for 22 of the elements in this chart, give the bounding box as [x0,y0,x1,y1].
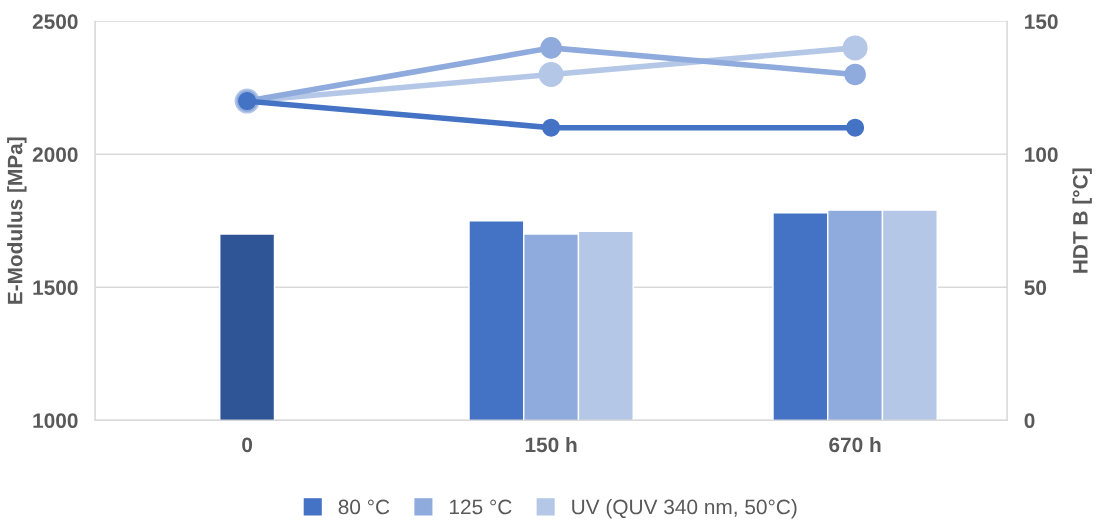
legend-label: UV (QUV 340 nm, 50°C) [572,498,797,519]
y2-tick-label: 100 [1025,147,1058,163]
y-tick-label: 1500 [33,280,78,296]
y-tick-label: 2500 [32,14,78,30]
y-tick-label: 2000 [32,147,78,163]
x-tick-label: 670 h [829,436,881,453]
legend-label: 125 °C [450,499,512,515]
y2-tick-label: 150 [1025,14,1058,30]
point [846,118,865,137]
y2-tick-label: 0 [1024,413,1035,429]
y2-tick-label: 50 [1024,280,1047,296]
x-tick-label: 150 h [525,436,577,453]
y-tick-label: 1000 [33,413,78,429]
y-axis-title: E-Modulus [MPa] [7,137,27,304]
x-tick-label: 0 [242,437,253,453]
point [844,63,866,86]
point [542,118,561,137]
legend-label: 80 °C [338,499,390,515]
point [540,37,562,59]
point [842,35,868,61]
point [538,61,564,87]
y2-axis-title: HDT B [°C] [1072,168,1092,273]
